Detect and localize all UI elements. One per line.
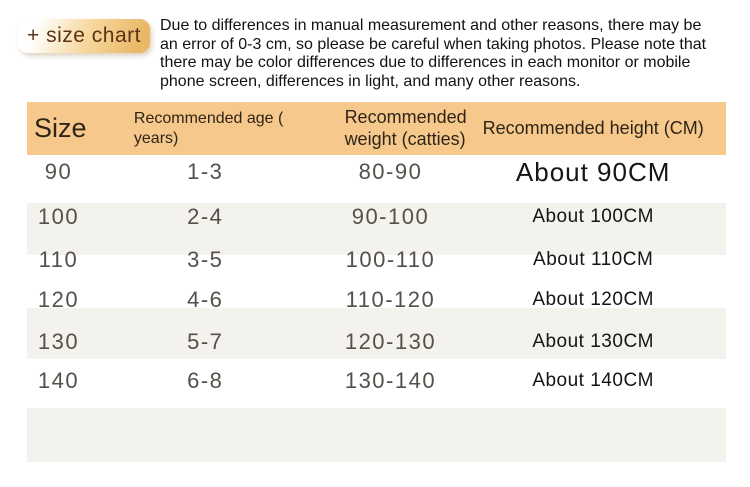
measurement-disclaimer: Due to differences in manual measurement… — [160, 17, 707, 90]
cell-height: About 120CM — [532, 289, 654, 310]
table-header-row: Size Recommended age ( years) Recommende… — [27, 102, 726, 155]
cell-size: 130 — [37, 329, 80, 354]
table-row: 100 2-4 90-100 About 100CM — [27, 199, 726, 235]
cell-age: 4-6 — [187, 287, 224, 312]
col-header-height: Recommended height (CM) — [482, 118, 704, 138]
size-chart-badge-label: + size chart — [27, 24, 141, 47]
size-table: Size Recommended age ( years) Recommende… — [27, 0, 726, 487]
col-header-weight-label: Recommended weight (catties) — [344, 106, 467, 149]
cell-height: About 130CM — [532, 331, 654, 352]
row-stripe-1 — [27, 203, 726, 255]
cell-weight: 110-120 — [345, 287, 436, 312]
cell-weight: 120-130 — [344, 329, 437, 354]
cell-weight: 90-100 — [351, 204, 430, 229]
cell-age: 3-5 — [187, 247, 224, 272]
col-header-weight: Recommended weight (catties) — [321, 107, 467, 150]
table-row: 140 6-8 130-140 About 140CM — [27, 363, 726, 399]
cell-age: 1-3 — [187, 159, 224, 184]
cell-age: 2-4 — [187, 204, 224, 229]
row-stripe-2 — [27, 308, 726, 359]
table-row: 90 1-3 80-90 About 90CM — [27, 154, 726, 190]
cell-size: 140 — [37, 368, 80, 393]
table-row: 130 5-7 120-130 About 130CM — [27, 324, 726, 360]
col-header-age: Recommended age ( years) — [90, 109, 321, 148]
cell-height: About 110CM — [533, 249, 654, 270]
cell-height: About 140CM — [532, 370, 654, 391]
cell-weight: 130-140 — [344, 368, 437, 393]
cell-size: 100 — [37, 204, 80, 229]
table-row: 110 3-5 100-110 About 110CM — [27, 242, 726, 278]
col-header-size: Size — [34, 113, 87, 143]
cell-size: 110 — [38, 247, 79, 272]
cell-size: 120 — [37, 287, 80, 312]
col-header-age-label: Recommended age ( years) — [133, 109, 284, 147]
cell-size: 90 — [44, 159, 73, 184]
empty-row-stripe — [27, 408, 726, 462]
table-row: 120 4-6 110-120 About 120CM — [27, 282, 726, 318]
cell-age: 6-8 — [187, 368, 224, 393]
cell-height: About 90CM — [515, 156, 671, 187]
cell-weight: 80-90 — [358, 159, 423, 184]
cell-weight: 100-110 — [345, 247, 436, 272]
cell-age: 5-7 — [187, 329, 224, 354]
cell-height: About 100CM — [532, 206, 654, 227]
size-chart-badge: + size chart — [18, 19, 150, 53]
